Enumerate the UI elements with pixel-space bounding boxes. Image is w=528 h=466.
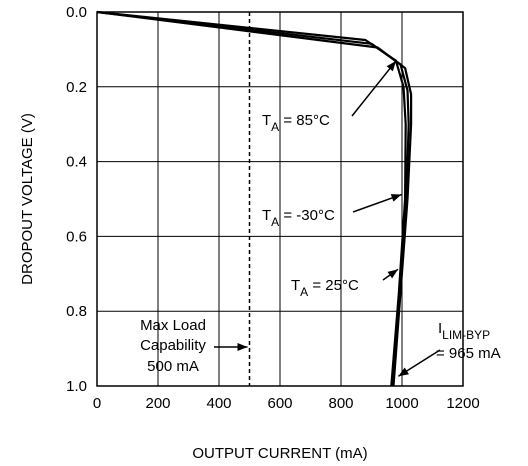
annotations: TA = 85°C TA = -30°C TA = 25°C Max Load Capa… xyxy=(140,60,501,377)
series-lines xyxy=(96,10,413,387)
max-load-label-line: Capability xyxy=(140,337,206,354)
annotation-25c-label: TA = 25°C xyxy=(291,277,359,299)
ilim-arrow-head xyxy=(398,367,409,377)
y-tick-label: 0.2 xyxy=(66,79,87,96)
y-tick-label: 1.0 xyxy=(66,378,87,395)
x-tick-label: 800 xyxy=(328,395,353,412)
x-axis-title: OUTPUT CURRENT (mA) xyxy=(192,445,367,462)
x-tick-label: 200 xyxy=(145,395,170,412)
annotation-85c-arrow-shaft xyxy=(351,60,397,117)
x-tick-label: 1000 xyxy=(385,395,418,412)
annotation-25c-arrow-head xyxy=(387,269,398,279)
max-load-label-line: Max Load xyxy=(140,317,206,334)
x-tick-label: 0 xyxy=(93,395,101,412)
y-tick-label: 0.4 xyxy=(66,154,87,171)
annotation-85c-label: TA = 85°C xyxy=(262,112,330,134)
y-axis-title: DROPOUT VOLTAGE (V) xyxy=(19,113,36,285)
plot-frame xyxy=(96,11,464,387)
y-tick-labels: 0.0 0.2 0.4 0.6 0.8 1.0 xyxy=(66,4,87,395)
annotation-minus30c-label: TA = -30°C xyxy=(262,207,335,229)
grid-lines xyxy=(97,12,463,386)
x-tick-label: 600 xyxy=(267,395,292,412)
x-tick-labels: 0 200 400 600 800 1000 1200 xyxy=(93,395,480,412)
annotation-85c-arrow-head xyxy=(386,60,396,72)
series-line-2 xyxy=(96,10,413,387)
ilim-label: ILIM-BYP xyxy=(438,320,490,342)
y-tick-label: 0.8 xyxy=(66,303,87,320)
x-tick-label: 1200 xyxy=(446,395,479,412)
annotation-minus30c-arrow-head xyxy=(390,194,402,202)
y-tick-label: 0.0 xyxy=(66,4,87,21)
max-load-label-line: 500 mA xyxy=(147,358,199,375)
ilim-value: = 965 mA xyxy=(436,345,501,362)
y-tick-label: 0.6 xyxy=(66,228,87,245)
max-load-arrow-head xyxy=(237,343,248,351)
x-tick-label: 400 xyxy=(206,395,231,412)
